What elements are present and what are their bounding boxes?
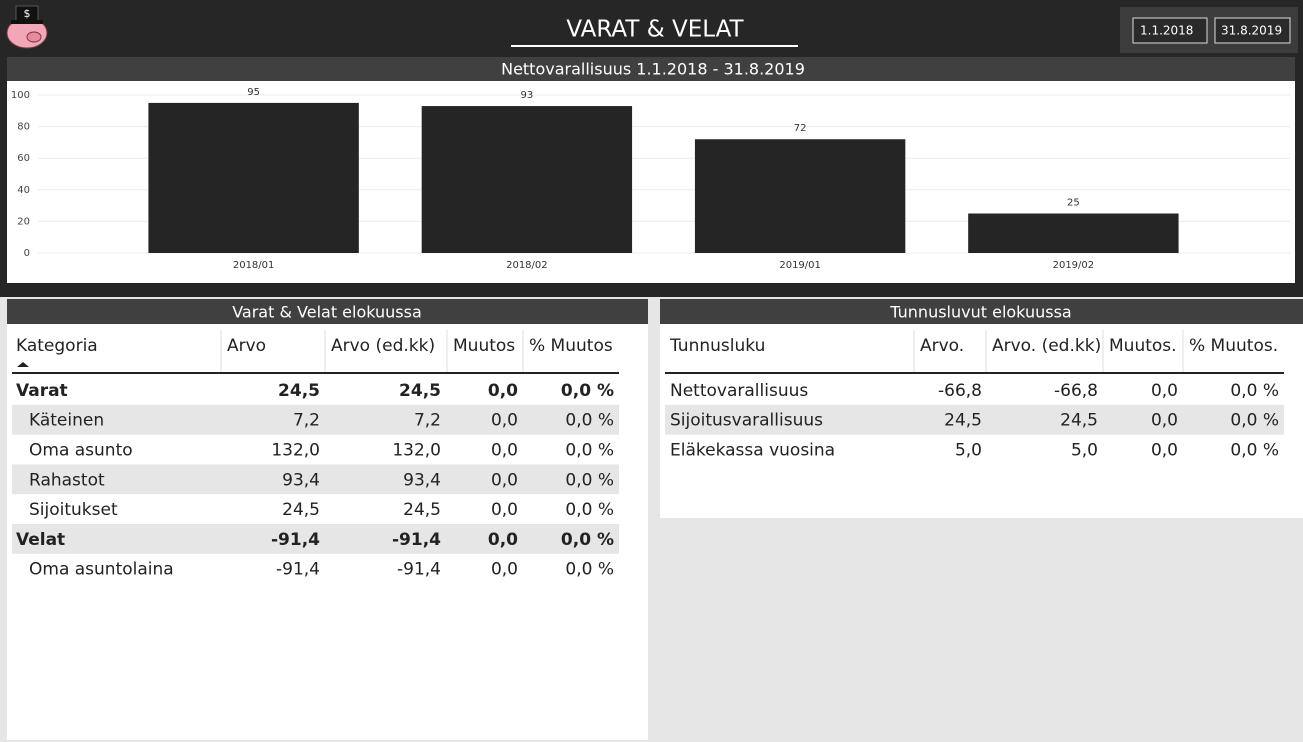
row-label: Varat <box>16 381 68 401</box>
table2-title-bar <box>660 299 1303 324</box>
cell-value: -66,8 <box>938 381 982 401</box>
x-tick-label: 2018/02 <box>506 260 548 271</box>
column-header: Muutos <box>453 336 515 356</box>
row-label: Oma asuntolaina <box>29 560 174 580</box>
cell-value: 0,0 % <box>561 530 614 550</box>
cell-value: 0,0 % <box>1230 441 1279 461</box>
column-header: Kategoria <box>16 336 98 356</box>
y-tick-label: 0 <box>24 248 30 259</box>
data-label: 93 <box>521 90 534 101</box>
cell-value: 24,5 <box>282 500 320 520</box>
cell-value: 0,0 <box>488 530 518 550</box>
column-header: Arvo <box>227 336 266 356</box>
row-label: Sijoitukset <box>29 500 118 520</box>
cell-value: 0,0 <box>1151 441 1178 461</box>
cell-value: 132,0 <box>392 441 441 461</box>
cell-value: 24,5 <box>278 381 320 401</box>
table1-title-bar <box>7 299 648 324</box>
cell-value: 0,0 <box>491 500 518 520</box>
cell-value: 0,0 <box>1151 381 1178 401</box>
bar <box>968 213 1179 253</box>
column-header: % Muutos. <box>1189 336 1278 356</box>
logo: $ <box>6 5 48 49</box>
cell-value: 93,4 <box>282 470 320 490</box>
cell-value: 0,0 % <box>565 411 614 431</box>
column-header: Tunnusluku <box>669 336 765 356</box>
cell-value: 0,0 <box>491 441 518 461</box>
cell-value: 0,0 <box>491 470 518 490</box>
cell-value: 0,0 % <box>1230 381 1279 401</box>
y-tick-label: 20 <box>17 216 30 227</box>
data-label: 25 <box>1067 198 1080 209</box>
cell-value: 7,2 <box>293 411 320 431</box>
cell-value: -66,8 <box>1054 381 1098 401</box>
cell-value: 93,4 <box>403 470 441 490</box>
cell-value: 24,5 <box>399 381 441 401</box>
end-date[interactable]: 31.8.2019 <box>1221 24 1282 38</box>
column-header: Arvo. (ed.kk) <box>992 336 1101 356</box>
row-shading <box>665 404 1284 435</box>
column-header: Arvo. <box>920 336 964 356</box>
cell-value: -91,4 <box>392 530 441 550</box>
row-shading <box>12 524 619 554</box>
row-label: Käteinen <box>29 411 104 431</box>
cell-value: -91,4 <box>397 560 441 580</box>
page-title: VARAT & VELAT <box>566 17 744 43</box>
cell-value: -91,4 <box>271 530 320 550</box>
svg-text:$: $ <box>24 7 31 20</box>
column-header: Arvo (ed.kk) <box>331 336 435 356</box>
cell-value: 0,0 % <box>1230 411 1279 431</box>
table2-title: Tunnusluvut elokuussa <box>889 303 1071 322</box>
y-tick-label: 100 <box>11 90 30 101</box>
row-label: Oma asunto <box>29 441 133 461</box>
row-label: Nettovarallisuus <box>670 381 808 401</box>
bar <box>421 106 633 253</box>
bar <box>694 139 906 253</box>
cell-value: 0,0 % <box>565 470 614 490</box>
row-label: Sijoitusvarallisuus <box>670 411 823 431</box>
row-label: Velat <box>16 530 65 550</box>
sort-indicator[interactable] <box>17 362 29 367</box>
x-tick-label: 2018/01 <box>233 260 275 271</box>
start-date[interactable]: 1.1.2018 <box>1140 24 1193 38</box>
chart-title: Nettovarallisuus 1.1.2018 - 31.8.2019 <box>501 60 805 79</box>
cell-value: 0,0 % <box>565 560 614 580</box>
cell-value: 0,0 <box>491 411 518 431</box>
cell-value: -91,4 <box>276 560 320 580</box>
cell-value: 5,0 <box>955 441 982 461</box>
data-label: 72 <box>794 123 807 134</box>
row-shading <box>12 404 619 435</box>
cell-value: 0,0 <box>488 381 518 401</box>
cell-value: 0,0 % <box>565 500 614 520</box>
y-tick-label: 80 <box>17 122 30 133</box>
x-tick-label: 2019/01 <box>779 260 821 271</box>
cell-value: 24,5 <box>944 411 982 431</box>
column-header: Muutos. <box>1109 336 1177 356</box>
cell-value: 24,5 <box>1060 411 1098 431</box>
row-label: Eläkekassa vuosina <box>670 441 835 461</box>
cell-value: 0,0 <box>1151 411 1178 431</box>
y-tick-label: 60 <box>17 153 30 164</box>
cell-value: 0,0 <box>491 560 518 580</box>
cell-value: 0,0 % <box>561 381 614 401</box>
y-tick-label: 40 <box>17 185 30 196</box>
column-header: % Muutos <box>529 336 613 356</box>
cell-value: 5,0 <box>1071 441 1098 461</box>
table1-title: Varat & Velat elokuussa <box>232 303 422 322</box>
start-date-box[interactable] <box>1132 17 1208 44</box>
x-tick-label: 2019/02 <box>1053 260 1095 271</box>
bar <box>148 102 359 254</box>
end-date-box[interactable] <box>1214 17 1291 44</box>
data-label: 95 <box>247 87 260 98</box>
cell-value: 7,2 <box>414 411 441 431</box>
cell-value: 0,0 % <box>565 441 614 461</box>
row-label: Rahastot <box>29 470 105 490</box>
cell-value: 24,5 <box>403 500 441 520</box>
cell-value: 132,0 <box>271 441 320 461</box>
row-shading <box>12 464 619 495</box>
chart-title-bar <box>7 57 1295 81</box>
